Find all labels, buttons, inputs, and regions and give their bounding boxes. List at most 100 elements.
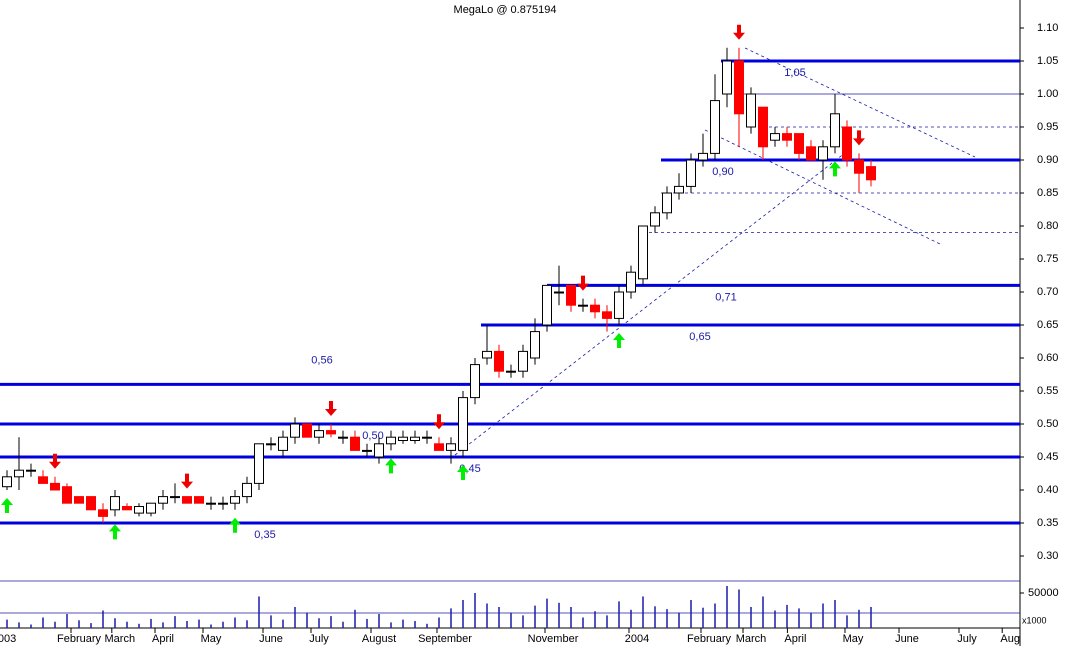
y-tick-label: 0.65 — [1037, 319, 1058, 331]
x-tick-label: November — [528, 633, 579, 645]
candle-body — [686, 159, 696, 187]
candle-body — [542, 284, 552, 326]
sell-arrow — [853, 130, 865, 146]
candle-body — [98, 509, 108, 517]
level-label: 0,90 — [712, 166, 733, 178]
candle-body — [338, 436, 348, 439]
candle-body — [854, 159, 864, 174]
candle-body — [158, 496, 168, 504]
candle-body — [182, 496, 192, 504]
candle-body — [626, 271, 636, 293]
candle-body — [758, 106, 768, 148]
candle-body — [326, 430, 336, 435]
y-tick-label: 0.40 — [1037, 484, 1058, 496]
candle-body — [398, 436, 408, 442]
x-tick-label: February — [57, 633, 102, 645]
sell-arrow — [433, 414, 445, 430]
y-tick-label: 0.95 — [1037, 121, 1058, 133]
trend-lines — [454, 47, 976, 456]
y-tick-label: 0.90 — [1037, 154, 1058, 166]
candle-body — [590, 304, 600, 313]
buy-arrow — [457, 465, 469, 480]
x-tick-label: May — [201, 633, 222, 645]
candle-body — [818, 146, 828, 161]
y-tick-label: 1.00 — [1037, 88, 1058, 100]
candle-body — [314, 430, 324, 438]
candle-body — [794, 133, 804, 154]
candle-body — [86, 496, 96, 511]
candle-body — [698, 152, 708, 161]
x-tick-label: September — [418, 633, 472, 645]
candle-body — [674, 185, 684, 194]
candle-body — [254, 443, 264, 484]
candle-body — [518, 350, 528, 372]
sell-arrow — [49, 453, 61, 469]
candle-body — [710, 100, 720, 154]
level-label: 0,65 — [689, 331, 710, 343]
volume-unit: x1000 — [1022, 615, 1047, 625]
y-tick-label: 0.50 — [1037, 418, 1058, 430]
y-tick-label: 0.80 — [1037, 220, 1058, 232]
y-tick-label: 0.30 — [1037, 550, 1058, 562]
y-tick-label: 0.55 — [1037, 385, 1058, 397]
candle-body — [110, 496, 120, 511]
level-label: 0,50 — [362, 430, 383, 442]
level-label: 0,35 — [254, 529, 275, 541]
candle-body — [14, 469, 24, 478]
candle-body — [146, 502, 156, 514]
x-tick-label: February — [687, 633, 732, 645]
candle-body — [842, 126, 852, 161]
level-label: 0,71 — [715, 291, 736, 303]
y-tick-label: 1.10 — [1037, 22, 1058, 34]
x-tick-label: August — [362, 633, 396, 645]
x-tick-label: April — [152, 633, 174, 645]
candle-body — [290, 423, 300, 438]
buy-arrow — [385, 458, 397, 474]
candle-body — [494, 350, 504, 372]
x-tick-label: June — [895, 633, 919, 645]
candle-body — [746, 93, 756, 128]
x-tick-label: July — [957, 633, 977, 645]
candle-body — [374, 443, 384, 458]
candle-body — [566, 284, 576, 306]
y-tick-label: 0.75 — [1037, 253, 1058, 265]
y-tick-label: 0.35 — [1037, 517, 1058, 529]
candle-body — [74, 496, 84, 504]
candle-body — [266, 443, 276, 446]
level-label: 0,56 — [311, 354, 332, 366]
x-tick-label: May — [843, 633, 864, 645]
y-tick-label: 0.60 — [1037, 352, 1058, 364]
candle-body — [482, 350, 492, 359]
sell-arrow — [181, 473, 193, 489]
y-tick-label: 0.45 — [1037, 451, 1058, 463]
candle-body — [770, 133, 780, 141]
candle-body — [722, 60, 732, 95]
candle-body — [470, 364, 480, 399]
candle-body — [806, 146, 816, 161]
sell-arrow — [733, 24, 745, 40]
candle-body — [458, 397, 468, 451]
candle-body — [578, 304, 588, 307]
x-tick-label: March — [105, 633, 136, 645]
candle-body — [662, 192, 672, 214]
buy-arrow — [229, 517, 241, 533]
x-tick-label: April — [784, 633, 806, 645]
candle-body — [434, 443, 444, 451]
level-label: 1,05 — [784, 67, 805, 79]
x-tick-label: 2004 — [625, 633, 649, 645]
buy-arrow — [1, 498, 13, 513]
candle-body — [194, 496, 204, 504]
candle-body — [134, 506, 144, 514]
candle-body — [410, 436, 420, 442]
candle-body — [2, 476, 12, 488]
y-tick-label: 0.85 — [1037, 187, 1058, 199]
candle-body — [230, 496, 240, 504]
buy-arrow — [613, 333, 625, 348]
candle-body — [122, 506, 132, 511]
candle-body — [446, 443, 456, 451]
candle-body — [50, 482, 60, 491]
candle-body — [650, 212, 660, 227]
candle-body — [734, 60, 744, 115]
